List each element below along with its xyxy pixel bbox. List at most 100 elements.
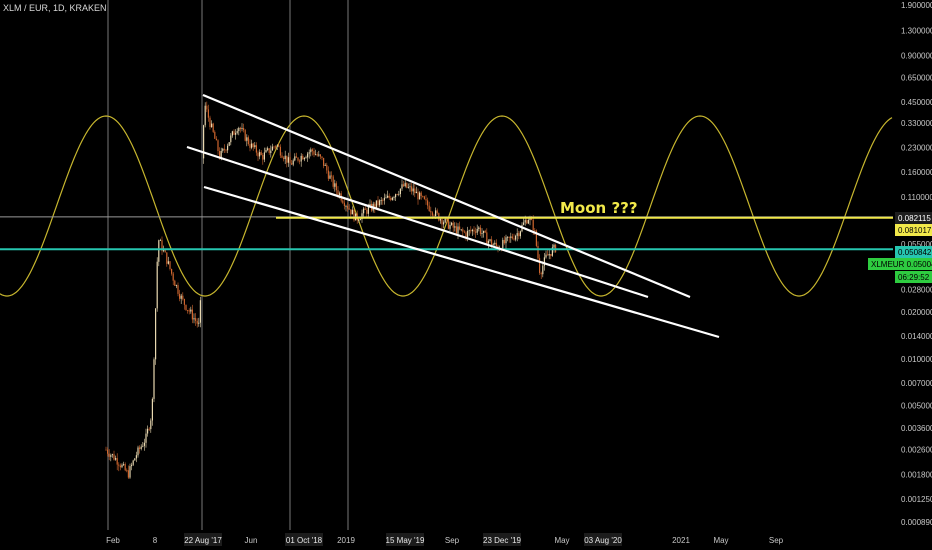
candle-body: [470, 230, 472, 232]
candle-body: [377, 200, 379, 206]
candle-body: [443, 222, 445, 225]
candle-body: [529, 218, 531, 220]
candle-body: [471, 229, 473, 232]
candle-body: [548, 254, 550, 256]
trend-line: [203, 185, 720, 339]
candle-body: [423, 196, 425, 200]
candle-body: [545, 254, 547, 258]
y-tick-label: 0.028000: [901, 285, 932, 294]
candle-body: [383, 197, 385, 201]
candle-body: [315, 154, 317, 156]
x-tick-label: 01 Oct '18: [286, 536, 323, 545]
candle-body: [532, 219, 534, 231]
candle-body: [247, 137, 249, 145]
candle-body: [163, 250, 165, 252]
candle-body: [460, 229, 462, 231]
candle-body: [172, 273, 174, 281]
candle-body: [425, 199, 427, 201]
y-tick-label: 0.014000: [901, 332, 932, 341]
candle-body: [246, 137, 248, 141]
candle-body: [299, 160, 301, 162]
candle-body: [307, 153, 309, 158]
candle-body: [158, 240, 160, 262]
candle-body: [297, 157, 299, 161]
candle-body: [279, 146, 281, 156]
candle-body: [486, 232, 488, 244]
y-tick-label: 0.005000: [901, 402, 932, 411]
candle-body: [116, 458, 118, 465]
candle-body: [366, 209, 368, 214]
candle-body: [481, 233, 483, 234]
candle-body: [452, 222, 454, 228]
x-tick-label: 2019: [337, 536, 355, 545]
candle-body: [422, 196, 424, 197]
candle-body: [335, 183, 337, 191]
candle-body: [175, 285, 177, 286]
candle-body: [124, 464, 126, 471]
candle-body: [119, 465, 121, 468]
candle-body: [553, 244, 555, 248]
x-tick-label: Sep: [769, 536, 784, 545]
candle-body: [143, 442, 145, 446]
candle-body: [318, 154, 320, 156]
candle-body: [238, 127, 240, 132]
candle-body: [441, 219, 443, 225]
candle-body: [291, 163, 293, 165]
candle-body: [275, 146, 277, 148]
candle-body: [334, 183, 336, 187]
candle-body: [319, 154, 321, 157]
y-tick-label: 0.160000: [901, 168, 932, 177]
price-badge-label: XLMEUR 0.050043: [871, 260, 932, 269]
candle-body: [215, 138, 217, 141]
candle-body: [161, 240, 163, 252]
candle-body: [174, 280, 176, 286]
candle-body: [380, 200, 382, 201]
candle-body: [345, 206, 347, 207]
trend-line: [202, 93, 691, 299]
candle-body: [510, 236, 512, 238]
y-tick-label: 0.003600: [901, 424, 932, 433]
candle-body: [337, 190, 339, 195]
candle-body: [473, 229, 475, 232]
candle-body: [271, 146, 273, 151]
candle-body: [134, 458, 136, 461]
candle-body: [281, 155, 283, 158]
y-tick-label: 0.020000: [901, 308, 932, 317]
y-tick-label: 0.001250: [901, 495, 932, 504]
candle-body: [151, 398, 153, 421]
candle-body: [259, 152, 261, 157]
candle-body: [489, 239, 491, 241]
candle-body: [329, 175, 331, 179]
candle-body: [142, 445, 144, 447]
candle-body: [206, 105, 208, 110]
price-badge: [868, 258, 932, 270]
candle-body: [193, 318, 195, 320]
candle-body: [147, 428, 149, 434]
candle-body: [270, 150, 272, 153]
candle-body: [483, 230, 485, 233]
y-tick-label: 0.055000: [901, 240, 932, 249]
candle-body: [321, 156, 323, 158]
candle-body: [139, 447, 141, 449]
candle-body: [374, 203, 376, 208]
candle-body: [454, 226, 456, 228]
candle-body: [511, 236, 513, 239]
candle-body: [159, 240, 161, 241]
candle-body: [463, 231, 465, 233]
y-tick-label: 1.900000: [901, 1, 932, 10]
candle-body: [382, 200, 384, 201]
candle-body: [409, 186, 411, 188]
candle-body: [167, 261, 169, 264]
candle-body: [385, 197, 387, 199]
candle-body: [358, 220, 360, 221]
candle-body: [220, 151, 222, 159]
candle-body: [295, 156, 297, 158]
candle-body: [379, 200, 381, 206]
candle-body: [343, 202, 345, 206]
candle-body: [350, 209, 352, 215]
candle-body: [187, 310, 189, 311]
x-tick-label: 22 Aug '17: [184, 536, 222, 545]
candle-body: [467, 230, 469, 238]
sine-wave-path: [0, 115, 893, 297]
